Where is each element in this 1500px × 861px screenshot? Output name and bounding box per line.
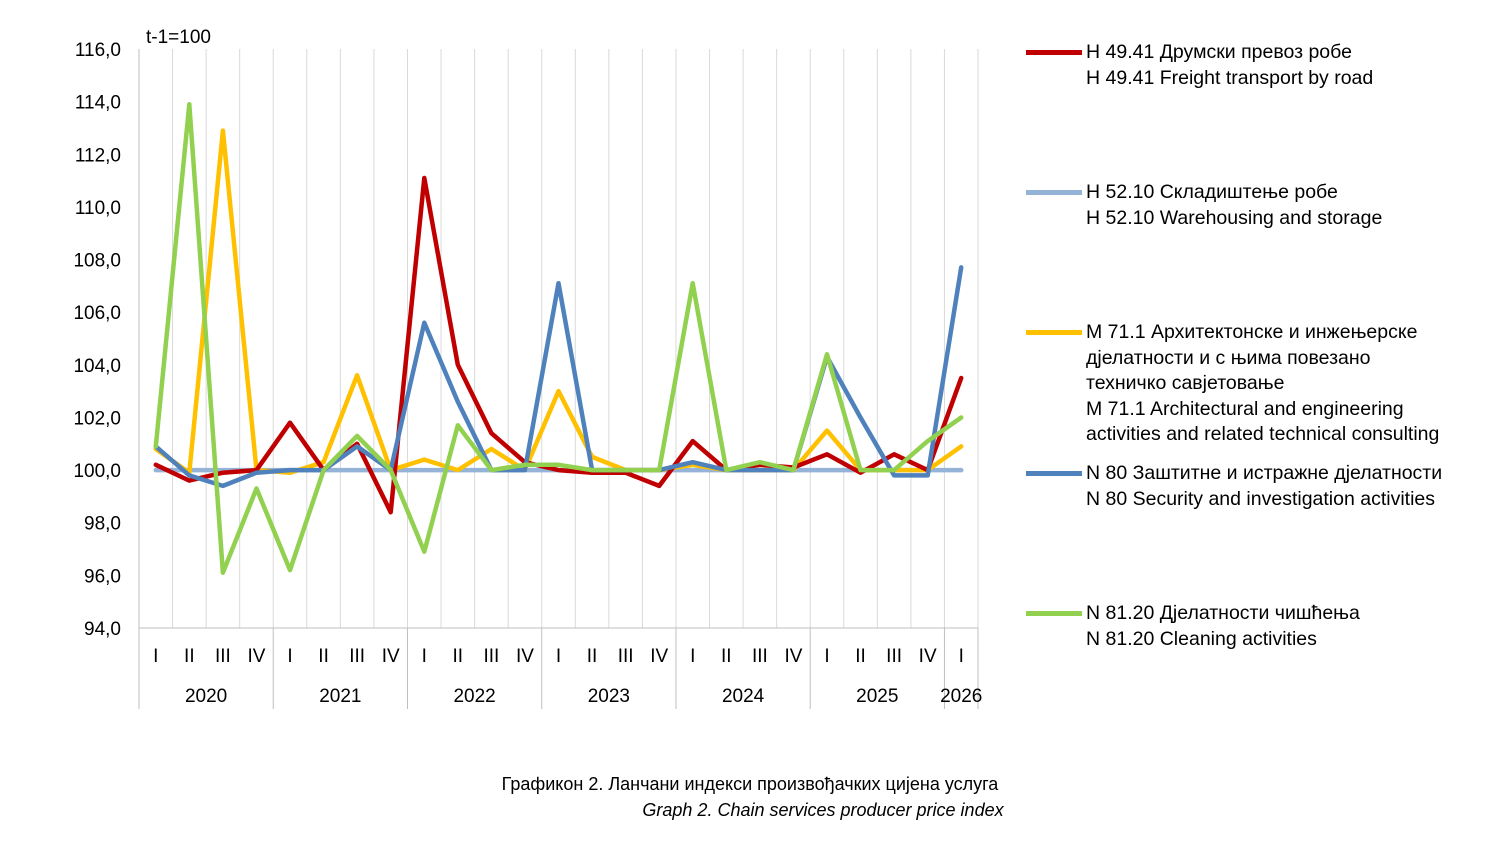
legend-label-line: activities and related technical consult… — [1086, 423, 1440, 445]
x-tick-label-quarter: III — [349, 646, 365, 667]
axes — [138, 49, 978, 629]
legend-label-line: N 81.20 Cleaning activities — [1086, 627, 1317, 650]
legend-label-line: M 71.1 Architectural and engineering — [1086, 397, 1404, 420]
y-tick-label: 110,0 — [75, 198, 121, 219]
x-tick-label-year: 2020 — [185, 686, 227, 707]
x-tick-label-year: 2022 — [453, 686, 495, 707]
legend-label-line: N 80 Заштитне и истражне дјелатности — [1086, 462, 1443, 484]
x-tick-label-quarter: I — [556, 646, 561, 667]
caption-line-2: Graph 2. Chain services producer price i… — [642, 800, 1004, 820]
legend-item-n8120: N 81.20 Дјелатности чишћења N 81.20 Clean… — [1026, 601, 1360, 652]
x-tick-label-quarter: IV — [516, 646, 534, 667]
x-tick-label-quarter: II — [184, 646, 195, 667]
y-tick-label: 108,0 — [73, 251, 121, 272]
legend: H 49.41 Друмски превоз робе H 49.41 Freig… — [1026, 0, 1496, 700]
x-tick-labels: I II III IV I II III IV I II III IV I II III IV I II III IV… — [138, 628, 982, 709]
x-tick-label-quarter: III — [483, 646, 499, 667]
y-tick-label: 114,0 — [75, 93, 121, 114]
legend-label-line: N 81.20 Дјелатности чишћења — [1086, 602, 1360, 624]
series-line-m711 — [153, 128, 964, 475]
x-tick-label-quarter: IV — [382, 646, 400, 667]
y-tick-label: 116,0 — [75, 40, 121, 61]
x-tick-label-quarter: III — [886, 646, 902, 667]
legend-label-line: H 52.10 Складиштење робе — [1086, 181, 1338, 203]
series-line-n80 — [153, 265, 964, 489]
x-tick-label-quarter: III — [752, 646, 768, 667]
x-tick-label-quarter: I — [153, 646, 158, 667]
legend-label: H 52.10 Складиштење робе H 52.10 Warehous… — [1086, 180, 1382, 231]
legend-item-m711: M 71.1 Архитектонске и инжењерске дјелатн… — [1026, 320, 1439, 448]
legend-swatch — [1026, 50, 1082, 55]
x-tick-label-quarter: IV — [919, 646, 937, 667]
x-tick-label-quarter: IV — [784, 646, 802, 667]
legend-item-n80: N 80 Заштитне и истражне дјелатности N 80… — [1026, 461, 1442, 512]
legend-label-line: M 71.1 Архитектонске и инжењерске — [1086, 321, 1418, 343]
x-tick-label-quarter: I — [287, 646, 292, 667]
y-tick-label: 100,0 — [73, 461, 121, 482]
legend-label-line: дјелатности и с њима повезано — [1086, 346, 1371, 369]
x-tick-label-quarter: II — [318, 646, 329, 667]
x-tick-label-quarter: II — [855, 646, 866, 667]
legend-label: H 49.41 Друмски превоз робе H 49.41 Freig… — [1086, 40, 1373, 91]
x-tick-label-quarter: I — [824, 646, 829, 667]
x-tick-label-quarter: II — [453, 646, 464, 667]
legend-label-line: H 49.41 Freight transport by road — [1086, 66, 1374, 89]
x-tick-label-quarter: III — [618, 646, 634, 667]
x-tick-label-year: 2024 — [722, 686, 765, 707]
legend-label-line: H 52.10 Warehousing and storage — [1086, 206, 1383, 229]
series-lines — [153, 102, 964, 575]
y-tick-label: 94,0 — [84, 619, 121, 640]
x-tick-label-quarter: III — [215, 646, 231, 667]
y-tick-label: 98,0 — [84, 514, 121, 535]
legend-item-h4941: H 49.41 Друмски превоз робе H 49.41 Freig… — [1026, 40, 1373, 91]
x-tick-label-quarter: I — [422, 646, 427, 667]
y-tick-label: 104,0 — [73, 356, 121, 377]
legend-swatch — [1026, 471, 1082, 476]
y-tick-label: 96,0 — [84, 566, 121, 587]
x-tick-label-quarter: I — [959, 646, 964, 667]
y-tick-label: 106,0 — [73, 303, 121, 324]
x-tick-label-quarter: IV — [650, 646, 668, 667]
legend-swatch — [1026, 330, 1082, 335]
unit-label: t-1=100 — [146, 27, 211, 48]
legend-swatch — [1026, 190, 1082, 195]
legend-label: N 80 Заштитне и истражне дјелатности N 80… — [1086, 461, 1442, 512]
legend-label: N 81.20 Дјелатности чишћења N 81.20 Clean… — [1086, 601, 1360, 652]
x-tick-label-quarter: II — [721, 646, 732, 667]
x-tick-label-quarter: II — [587, 646, 598, 667]
legend-label: M 71.1 Архитектонске и инжењерске дјелатн… — [1086, 320, 1439, 448]
y-tick-label: 102,0 — [73, 408, 121, 429]
x-tick-label-year: 2021 — [319, 686, 361, 707]
grid-lines — [172, 49, 979, 628]
y-tick-labels: 94,0 96,0 98,0 100,0 102,0 104,0 106,0 108,0 110… — [73, 40, 121, 640]
x-tick-label-year: 2026 — [940, 686, 982, 707]
legend-swatch — [1026, 611, 1082, 616]
series-line-n8120 — [153, 102, 964, 575]
x-tick-label-year: 2023 — [588, 686, 630, 707]
legend-label-line: N 80 Security and investigation activiti… — [1086, 487, 1436, 510]
caption-line-1: Графикон 2. Ланчани индекси произвођачки… — [501, 774, 999, 794]
x-tick-label-quarter: I — [690, 646, 695, 667]
legend-label-line: техничко савјетовање — [1086, 372, 1285, 394]
legend-item-h5210: H 52.10 Складиштење робе H 52.10 Warehous… — [1026, 180, 1382, 231]
legend-label-line: H 49.41 Друмски превоз робе — [1086, 41, 1352, 63]
x-tick-label-quarter: IV — [247, 646, 265, 667]
x-tick-label-year: 2025 — [856, 686, 898, 707]
y-tick-label: 112,0 — [75, 145, 121, 166]
series-line-h4941 — [153, 175, 964, 515]
